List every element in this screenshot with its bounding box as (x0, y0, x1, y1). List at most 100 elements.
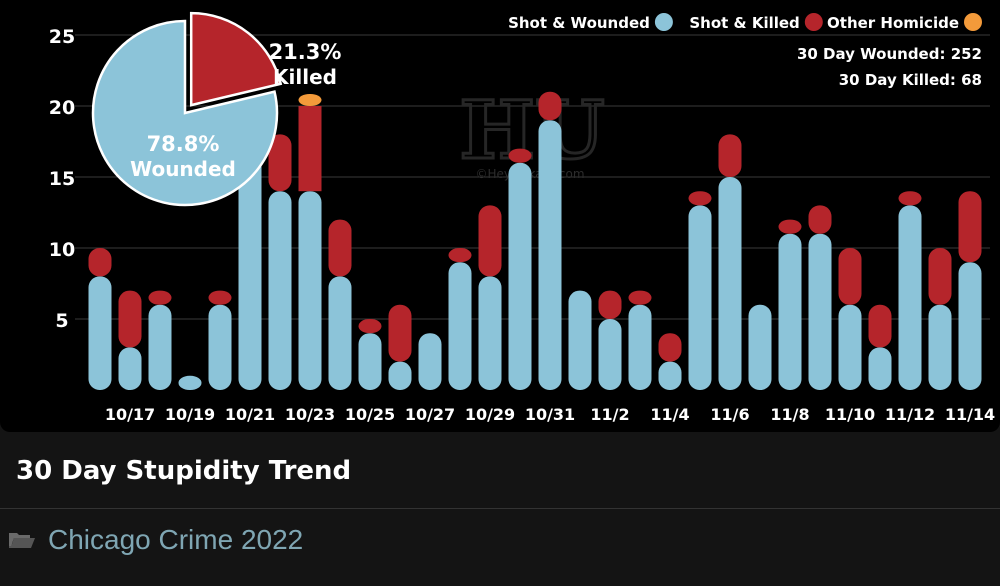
bar-segment (778, 233, 802, 390)
bars-layer (88, 91, 982, 390)
pie-chart: 78.8%Wounded 21.3%Killed (91, 11, 342, 207)
x-axis: 10/17 10/19 10/21 10/23 10/25 10/27 10/29 10/31… (105, 405, 995, 424)
x-tick-label: 11/4 (650, 405, 689, 424)
bar-segment (808, 205, 832, 234)
y-axis: 5 10 15 20 25 (49, 26, 75, 332)
x-tick-label: 10/25 (345, 405, 395, 424)
bar-segment (88, 276, 112, 390)
caption-area (0, 432, 1000, 586)
x-tick-label: 10/17 (105, 405, 155, 424)
bar-segment (448, 248, 472, 263)
pie-killed-label: Killed (273, 65, 337, 89)
bar-segment (898, 191, 922, 206)
y-tick-label: 10 (49, 239, 75, 261)
bar-segment (148, 304, 172, 390)
bar-segment (388, 361, 412, 390)
bar-segment (118, 347, 142, 390)
bar-segment (508, 148, 532, 163)
bar-segment (718, 177, 742, 390)
x-tick-label: 10/19 (165, 405, 215, 424)
bar-segment (538, 91, 562, 121)
bar-segment (838, 304, 862, 390)
pie-wounded-percent: 78.8% (147, 132, 220, 156)
bar-segment (358, 333, 382, 390)
bar-segment (748, 304, 772, 390)
bar-segment (328, 276, 352, 390)
bar-segment (838, 248, 862, 305)
bar-segment (208, 304, 232, 390)
pie-wounded-label: Wounded (130, 157, 236, 181)
bar-segment (628, 304, 652, 390)
x-tick-label: 11/12 (885, 405, 935, 424)
bar-segment (688, 191, 712, 206)
bar-segment (688, 205, 712, 390)
stacked-bar-chart: HU ©HeyJackass.com 5 10 15 20 25 10/17 10/19 1… (49, 11, 995, 424)
folder-icon (9, 533, 35, 548)
page-title: 30 Day Stupidity Trend (16, 456, 352, 486)
x-tick-label: 10/21 (225, 405, 275, 424)
y-tick-label: 5 (55, 310, 68, 332)
stat-label: 30 Day Killed: 68 (839, 71, 982, 89)
bar-segment (238, 148, 262, 390)
bar-segment (958, 191, 982, 263)
bar-segment (628, 290, 652, 305)
bar-segment (868, 347, 892, 390)
bar-segment (778, 219, 802, 234)
bar-segment (478, 276, 502, 390)
bar-segment (958, 262, 982, 390)
bar-segment (928, 248, 952, 305)
bar-segment (298, 94, 322, 106)
bar-segment (178, 375, 202, 390)
stat-label: 30 Day Wounded: 252 (797, 45, 982, 63)
bar-segment (508, 162, 532, 390)
bar-segment (268, 191, 292, 390)
x-tick-label: 11/10 (825, 405, 875, 424)
legend-swatch (654, 13, 673, 31)
watermark-text: HU (459, 83, 604, 177)
divider (0, 508, 1000, 509)
bar-segment (418, 333, 442, 390)
legend-swatch (964, 13, 982, 31)
pie-slice (189, 11, 283, 107)
bar-segment (298, 106, 322, 192)
bar-segment (538, 120, 562, 390)
pie-killed-percent: 21.3% (269, 40, 342, 64)
bar-segment (598, 290, 622, 319)
bar-segment (928, 304, 952, 390)
bar-segment (208, 290, 232, 305)
x-tick-label: 10/23 (285, 405, 335, 424)
legend-swatch (804, 13, 823, 31)
y-tick-label: 15 (49, 168, 75, 190)
bar-segment (598, 319, 622, 390)
category-link[interactable]: Chicago Crime 2022 (8, 524, 303, 556)
y-tick-label: 20 (49, 97, 75, 119)
x-tick-label: 10/27 (405, 405, 455, 424)
bar-segment (478, 205, 502, 277)
pie-slice (91, 19, 279, 207)
bar-segment (148, 290, 172, 305)
bar-segment (658, 361, 682, 390)
legend-label: Shot & Wounded (508, 14, 650, 32)
bar-segment (388, 304, 412, 362)
bar-segment (448, 262, 472, 390)
bar-segment (118, 290, 142, 348)
bar-segment (298, 191, 322, 390)
bar-segment (268, 134, 292, 192)
bar-segment (868, 304, 892, 348)
x-tick-label: 11/2 (590, 405, 629, 424)
category-label: Chicago Crime 2022 (48, 524, 304, 555)
bar-segment (568, 290, 592, 390)
bar-segment (658, 333, 682, 362)
bar-segment (328, 219, 352, 277)
bar-segment (358, 319, 382, 334)
watermark: HU ©HeyJackass.com (458, 82, 606, 182)
legend-label: Other Homicide (827, 14, 959, 32)
bar-segment (808, 233, 832, 390)
chart-panel: HU ©HeyJackass.com 5 10 15 20 25 10/17 10/19 1… (0, 0, 1000, 432)
legend: Other Homicide Shot & Killed Shot & Wounde… (508, 13, 982, 32)
x-tick-label: 10/29 (465, 405, 515, 424)
x-tick-label: 11/8 (770, 405, 809, 424)
x-tick-label: 11/14 (945, 405, 995, 424)
y-tick-label: 25 (49, 26, 75, 48)
bar-segment (88, 248, 112, 277)
